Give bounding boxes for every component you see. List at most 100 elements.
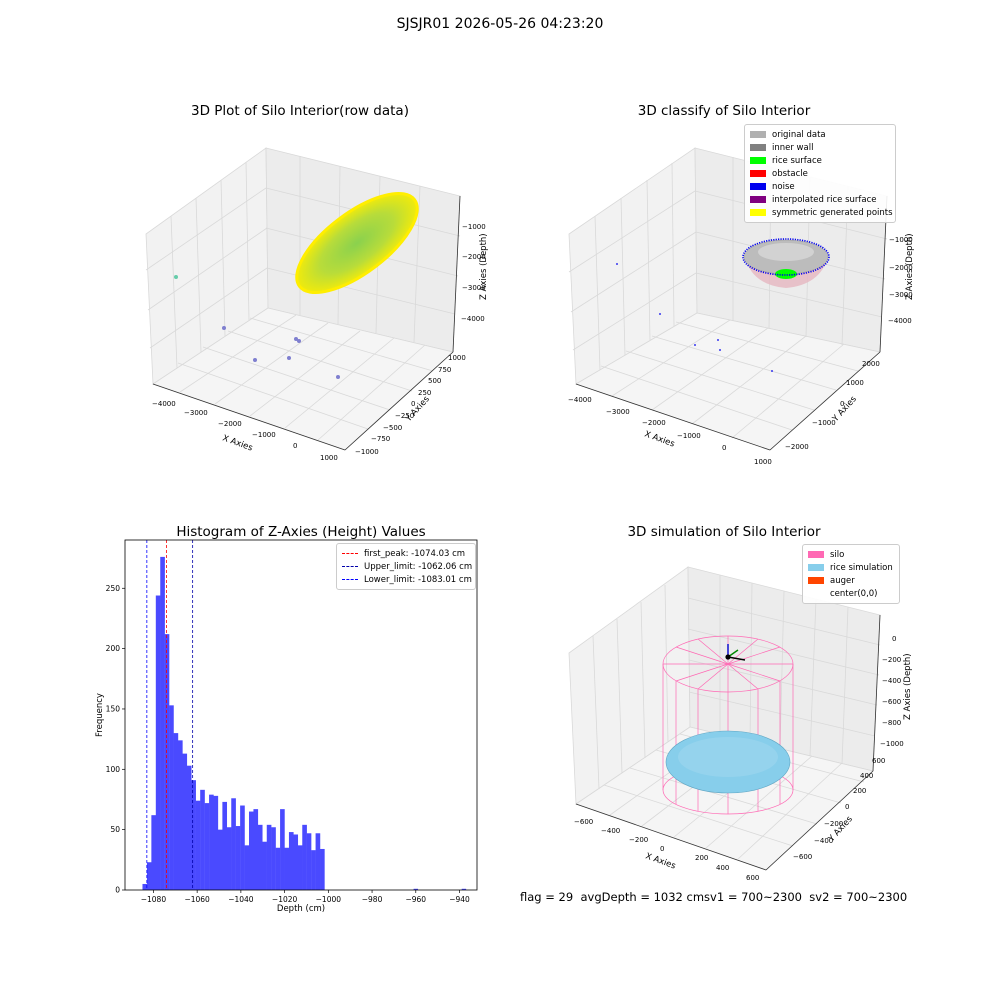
legend-label: center(0,0) [830, 588, 878, 599]
p4-xtick: −600 [574, 818, 593, 826]
p2-ztick: −1000 [889, 236, 913, 244]
legend-swatch [750, 170, 766, 177]
x-tick-label: −1000 [316, 895, 342, 904]
p4-ytick: 200 [853, 787, 866, 795]
histogram-bar [200, 789, 205, 890]
legend-label: inner wall [772, 142, 814, 153]
p4-ytick: −400 [814, 837, 833, 845]
histogram-bar [461, 888, 467, 890]
p2-ytick: 2000 [862, 360, 880, 368]
panel4-box [568, 566, 881, 871]
p1-xtick: −4000 [152, 400, 176, 408]
p4-ztick: −400 [882, 677, 901, 685]
p4-ytick: 600 [872, 757, 885, 765]
figure-title: SJSJR01 2026-05-26 04:23:20 [396, 16, 604, 32]
histogram-bar [235, 826, 241, 890]
p2-xtick: 1000 [754, 458, 772, 466]
y-tick-label: 50 [110, 825, 120, 834]
p1-ytick: 1000 [448, 354, 466, 362]
x-tick-label: −1040 [228, 895, 254, 904]
histogram-bar [217, 829, 223, 890]
p1-ytick: 0 [411, 400, 415, 408]
panel4-legend: silo rice simulation auger center(0,0) [802, 544, 900, 604]
histogram-bar [311, 850, 316, 890]
x-tick-label: −1020 [272, 895, 298, 904]
p4-ytick: 0 [845, 803, 849, 811]
p1-ytick: 500 [428, 377, 441, 385]
legend-label: Upper_limit: -1062.06 cm [364, 561, 473, 572]
p1-ytick: −1000 [355, 448, 379, 456]
panel2-noise-ring [742, 238, 830, 276]
p4-ztick: −1000 [880, 740, 904, 748]
legend-swatch [750, 209, 766, 216]
histogram-bar [293, 834, 299, 890]
p4-xtick: 0 [660, 845, 664, 853]
legend-swatch [808, 590, 824, 597]
p4-ztick: 0 [892, 635, 896, 643]
legend-swatch [808, 577, 824, 584]
legend-label: noise [772, 181, 795, 192]
panel2-title: 3D classify of Silo Interior [637, 103, 811, 119]
p2-xtick: 0 [722, 444, 726, 452]
legend-item: Upper_limit: -1062.06 cm [342, 560, 473, 573]
legend-swatch [750, 144, 766, 151]
p4-ytick: −600 [793, 853, 812, 861]
panel1-zlabel: Z Axies (Depth) [479, 233, 489, 300]
p4-ztick: −800 [882, 719, 901, 727]
p2-ytick: −2000 [785, 443, 809, 451]
legend-label: rice simulation [830, 562, 893, 573]
histogram-bar [177, 740, 183, 890]
legend-item: inner wall [750, 141, 890, 154]
p1-xtick: 0 [293, 442, 297, 450]
histogram-ylabel: Frequency [95, 693, 105, 737]
histogram-frame [124, 539, 478, 891]
histogram-bar [244, 845, 250, 890]
p2-ztick: −3000 [889, 291, 913, 299]
y-tick-label: 150 [106, 704, 121, 713]
p4-ztick: −200 [882, 656, 901, 664]
p1-ytick: −750 [371, 435, 390, 443]
p2-xtick: −3000 [606, 408, 630, 416]
p2-ytick: 0 [840, 400, 844, 408]
histogram-x-ticks: −1080 −1060 −1040 −1020 −1000 −980 −960 −940 [141, 890, 470, 904]
legend-item: rice surface [750, 154, 890, 167]
legend-item: auger [808, 574, 894, 587]
histogram-y-ticks: 0 50 100 150 200 250 [106, 584, 125, 895]
panel2-noise-points [616, 263, 773, 372]
p4-xtick: −400 [601, 827, 620, 835]
y-tick-label: 100 [106, 765, 121, 774]
p2-ytick: 1000 [846, 379, 864, 387]
histogram-xlabel: Depth (cm) [277, 904, 325, 914]
histogram-bar [209, 794, 214, 890]
legend-line [342, 566, 358, 567]
histogram-bar [413, 888, 419, 890]
legend-item: obstacle [750, 167, 890, 180]
panel4-axes [575, 614, 881, 871]
histogram-bar [288, 832, 294, 890]
p4-ztick: −600 [882, 698, 901, 706]
legend-label: silo [830, 549, 845, 560]
histogram-bar [169, 705, 174, 890]
panel1-title: 3D Plot of Silo Interior(row data) [191, 103, 409, 119]
p2-xtick: −1000 [677, 432, 701, 440]
legend-swatch [808, 551, 824, 558]
legend-label: interpolated rice surface [772, 194, 877, 205]
histogram-bar [262, 841, 267, 890]
legend-swatch [750, 183, 766, 190]
panel2-rice-surface [775, 269, 797, 279]
histogram-bar [320, 848, 325, 890]
legend-item: first_peak: -1074.03 cm [342, 547, 470, 560]
p2-ztick: −2000 [889, 264, 913, 272]
legend-swatch [750, 196, 766, 203]
histogram-bar [146, 862, 152, 890]
p1-ytick: 750 [438, 366, 451, 374]
y-tick-label: 200 [106, 644, 121, 653]
p4-ytick: 400 [860, 772, 873, 780]
panel4-ylabel: Y Axies [826, 814, 855, 845]
p2-xtick: −4000 [568, 396, 592, 404]
histogram-bar [253, 809, 259, 890]
histogram-legend: first_peak: -1074.03 cm Upper_limit: -10… [336, 543, 476, 590]
panel1-outlier-points [174, 275, 340, 379]
